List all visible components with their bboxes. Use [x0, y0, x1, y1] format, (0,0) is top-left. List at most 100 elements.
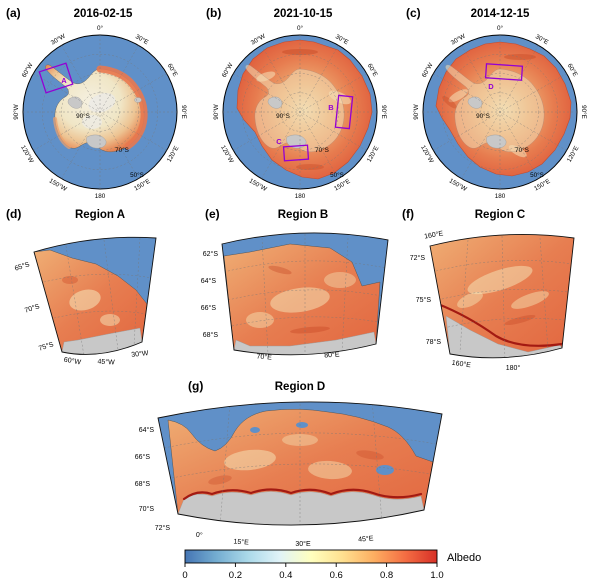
graticule: [423, 35, 577, 189]
panel-e-tag: (e): [205, 207, 220, 221]
lat-tick: 66°S: [201, 304, 217, 312]
region-letter: C: [276, 137, 282, 146]
melt-pond: [296, 422, 308, 428]
graticule: [163, 401, 437, 526]
panel-g-map: 64°S 66°S 68°S 70°S 72°S 0° 15°E 30°E 45…: [135, 401, 443, 548]
lat-tick: 62°S: [203, 250, 219, 258]
colorbar-tickmarks: [184, 563, 438, 567]
lon-label: 180: [95, 193, 106, 200]
lat-labels: 90°S 70°S 50°S: [276, 112, 344, 179]
panel-a-map: A 0° 30°E 60°E 90°E 120°E 150°E 180 150°…: [12, 24, 188, 200]
lat-tick: 68°S: [135, 480, 151, 488]
lat-labels: 90°S 70°S 50°S: [76, 112, 144, 179]
land-texture: [308, 460, 352, 480]
colorbar-tick: 0: [182, 570, 187, 581]
land-texture: [467, 265, 533, 295]
graticule: [223, 234, 387, 355]
map-border: [157, 401, 443, 526]
lon-tick: 30°W: [131, 349, 149, 359]
panel-d-tag: (d): [6, 207, 21, 221]
colorbar-tick: 0.2: [229, 570, 242, 581]
ice-texture: [448, 89, 468, 103]
region-b-box: [334, 94, 354, 130]
lon-tick: 45°E: [358, 534, 374, 543]
lon-label: 90°E: [380, 105, 388, 119]
graticule: [431, 235, 573, 358]
region-letter: B: [328, 103, 334, 112]
lon-label: 180: [295, 193, 306, 200]
ice-texture: [504, 54, 536, 60]
interior-patch: [82, 115, 102, 129]
region-letter: D: [488, 82, 494, 91]
lat-tick: 65°S: [14, 260, 31, 272]
melt-pond: [376, 465, 394, 475]
region-a-box: [38, 62, 74, 94]
panel-f-map: 160°E 72°S 75°S 78°S 160°E 180°: [410, 229, 575, 372]
panel-b-map: B C 0° 30°E 60°E 90°E 120°E 150°E 180 15…: [212, 24, 388, 200]
panel-c-tag: (c): [406, 6, 421, 20]
panel-g-title: Region D: [275, 381, 325, 393]
region-letter: A: [61, 76, 67, 85]
lon-tick: 15°E: [233, 537, 249, 546]
lat-tick: 64°S: [201, 277, 217, 285]
panel-f-tag: (f): [402, 207, 414, 221]
land-texture: [69, 289, 101, 311]
lat-label: 50°S: [530, 171, 544, 179]
lat-tick: 72°S: [410, 254, 426, 262]
lat-labels: 90°S 70°S 50°S: [476, 112, 544, 179]
ice-texture: [296, 164, 324, 170]
lat-tick: 70°S: [139, 505, 155, 513]
coastline: [436, 302, 564, 347]
land-texture: [268, 265, 292, 275]
graticule: [23, 35, 177, 189]
ross-ice-shelf: [86, 134, 107, 149]
region-c-box: [282, 144, 310, 162]
lon-label: 90°E: [180, 105, 188, 119]
lon-label: 0°: [297, 24, 304, 32]
panel-e-map: 62°S 64°S 66°S 68°S 70°E 80°E: [201, 232, 389, 362]
lat-label: 90°S: [476, 112, 490, 120]
lon-tick: 0°: [195, 531, 203, 540]
land-texture: [324, 272, 356, 288]
ross-ice-shelf: [286, 134, 307, 149]
land-texture: [270, 287, 330, 313]
lat-label: 70°S: [515, 146, 529, 154]
lon-tick: 30°E: [295, 540, 311, 548]
lon-tick: 180°: [506, 364, 521, 372]
panel-c-map: D 0° 30°E 60°E 90°E 120°E 150°E 180 150°…: [412, 24, 588, 200]
panel-g-tag: (g): [188, 379, 203, 393]
land-texture: [62, 276, 78, 284]
lat-tick: 75°S: [38, 340, 55, 352]
land-texture: [100, 314, 120, 326]
panel-c-title: 2014-12-15: [471, 8, 530, 20]
land-texture: [208, 475, 232, 485]
lat-tick: 78°S: [426, 338, 442, 346]
colorbar-gradient: [184, 549, 438, 564]
lat-tick: 70°S: [24, 302, 41, 314]
panel-a-tag: (a): [6, 6, 21, 20]
colorbar-title: Albedo: [447, 552, 481, 564]
lon-label: 0°: [97, 24, 104, 32]
ice-texture: [442, 96, 457, 109]
lat-tick: 72°S: [155, 524, 171, 532]
lat-label: 90°S: [76, 112, 90, 120]
top-lon-tick: 160°E: [424, 229, 445, 240]
lon-label: 0°: [497, 24, 504, 32]
colorbar-tick: 0.8: [380, 570, 393, 581]
melt-pond: [250, 427, 260, 433]
panel-b-tag: (b): [206, 6, 221, 20]
land-texture: [246, 312, 274, 328]
land-texture: [224, 449, 276, 471]
lon-label: 90°W: [212, 104, 220, 120]
lon-labels: 0° 30°E 60°E 90°E 120°E 150°E 180 150°W …: [412, 24, 588, 200]
lat-tick: 68°S: [203, 331, 219, 339]
map-border: [221, 232, 389, 356]
colorbar-tick: 0.6: [330, 570, 343, 581]
lon-tick: 70°E: [256, 352, 272, 361]
land-texture: [290, 326, 330, 334]
amery-ice-shelf: [134, 97, 142, 103]
panel-d-map: 65°S 70°S 75°S 60°W 45°W 30°W: [14, 236, 157, 367]
lon-label: 90°W: [12, 104, 20, 120]
map-border: [33, 236, 157, 355]
